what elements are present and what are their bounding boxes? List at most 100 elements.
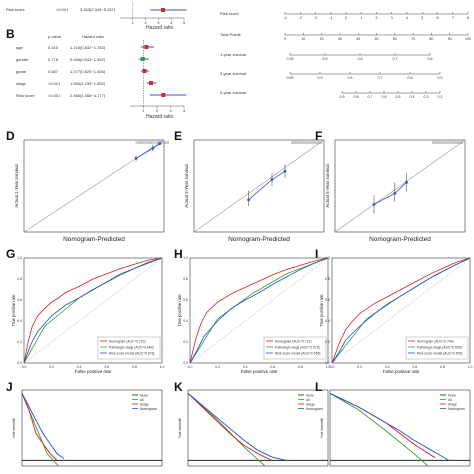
forest-b-row-hr: 1.218(0.832~1.783) [70,45,106,50]
calibration-e-frame [193,139,325,233]
nomogram-tick-label: 0.8 [348,76,353,80]
roc-h-legend-label: Risk score model (AUC=0.656) [275,351,321,355]
dca-j-ylabel: Net benefit [11,417,16,437]
nomogram-tick-label: 50 [375,37,379,41]
nomogram-tick-label: 1 [360,16,362,20]
calibration-e-diagonal [193,139,325,233]
roc-g-xtick: 0.0 [22,365,27,369]
forest-top-tick-label: 2 [144,20,147,25]
dca-k-curve [187,393,287,461]
nomogram-tick-label: 4 [406,16,408,20]
dca-k-legend-label: None [306,393,314,397]
forest-b-row-variable: grade [16,69,27,74]
roc-i-xtick: 1.0 [468,365,473,369]
forest-top-xlabel: Hazard ratio [146,25,174,31]
dca-k-curve [187,393,273,461]
nomogram-tick-label: 0.9 [323,57,328,61]
forest-b-point [142,69,147,73]
dca-l-legend-label: Stage [448,402,457,406]
roc-h-ytick: 0.6 [183,298,188,302]
roc-g-xlabel: False positive rate [75,369,112,374]
roc-g-xtick: 0.2 [49,365,54,369]
nomogram-tick-label: 80 [429,37,433,41]
roc-h-xtick: 0.2 [215,365,220,369]
nomogram-row-label: 1-year survival [220,52,247,57]
forest-b-row-p: 0.587 [48,69,59,74]
calibration-f-point [405,180,408,184]
dca-j-legend-label: Stage [140,402,149,406]
nomogram-tick-label: 0.99 [287,76,294,80]
forest-top-hazard-ratio: 3.363(2.349~5.197) [80,7,116,12]
roc-i-legend-label: Nomogram (AUC=0.708) [417,339,454,343]
roc-g-ytick: 0.0 [17,361,22,365]
nomogram-tick-label: 0.7 [368,95,373,99]
nomogram-tick-label: 100 [465,37,471,41]
roc-i-ytick: 0.6 [325,298,330,302]
roc-h-frame [189,257,329,364]
roc-i-xlabel: False positive rate [383,369,420,374]
calibration-d-line [135,143,161,159]
forest-b-row-variable: gender [16,57,29,62]
roc-i-ytick: 0.2 [325,340,330,344]
forest-b-row-hr: 1.077(0.825~1.406) [70,69,106,74]
nomogram-tick-label: 0.7 [378,76,383,80]
dca-l-curve [329,392,429,467]
calibration-d-point [158,142,162,146]
nomogram-tick-label: 6 [437,16,439,20]
roc-h-xtick: 1.0 [326,365,331,369]
roc-g-legend-label: Pathologic stage (AUC=0.664) [109,345,154,349]
roc-g-xtick: 1.0 [160,365,165,369]
roc-g-ytick: 0.4 [17,319,22,323]
dca-l-curve [329,392,436,459]
roc-h-xtick: 0.0 [188,365,193,369]
nomogram-tick-label: -3 [299,16,302,20]
forest-b-row-hr: 0.946(0.643~1.392) [70,57,106,62]
forest-b-row-p: 0.778 [48,57,59,62]
roc-h-curve [189,257,329,364]
nomogram-tick-label: 0 [345,16,347,20]
roc-g-frame [23,257,163,364]
dca-j-legend-label: Nomogram [140,407,157,411]
forest-b-tick-label: 3 [169,108,172,113]
nomogram-tick-label: 0.8 [358,57,363,61]
forest-b-point [149,81,154,85]
dca-k-legend-label: Stage [306,402,315,406]
roc-i-ytick: 0.4 [325,319,330,323]
forest-b-tick-label: 2 [156,108,159,113]
nomogram-tick-label: 0.5 [438,76,443,80]
calibration-e-xlabel: Nomogram-Predicted [228,236,290,243]
roc-g-ylabel: True positive rate [11,294,16,327]
panel-label-g: G [6,247,16,261]
roc-i-ytick: 0.0 [325,361,330,365]
roc-h-legend-label: Nomogram (AUC=0.721) [275,339,312,343]
calibration-d-point [151,146,155,150]
roc-i-xtick: 0.6 [412,365,417,369]
nomogram-tick-label: 7 [452,16,454,20]
nomogram-tick-label: 0.6 [408,76,413,80]
roc-i-legend-label: Risk score model (AUC=0.659) [417,351,463,355]
forest-b-row-p: <0.001 [48,81,61,86]
calibration-f-point [372,203,376,206]
roc-h-ytick: 1.0 [183,256,188,260]
nomogram-tick-label: 40 [356,37,360,41]
nomogram-row-label: Risk score [220,11,239,16]
forest-b-point [161,93,166,97]
roc-h-curve [189,257,329,364]
roc-g-ytick: 0.2 [17,340,22,344]
panel-label-l: L [315,380,323,394]
nomogram-tick-label: 0.2 [438,95,443,99]
nomogram-tick-label: 0.6 [382,95,387,99]
roc-i-curve [331,257,471,364]
dca-l-legend-label: Nomogram [448,407,465,411]
panel-label-i: I [315,247,319,261]
calibration-f-point [393,191,397,195]
dca-j-curve [21,393,58,461]
dca-k-legend-label: All [306,398,310,402]
roc-h-xtick: 0.4 [243,365,248,369]
dca-l-ylabel: Net benefit [319,417,324,437]
nomogram-tick-label: 0.9 [340,95,345,99]
calibration-d-xlabel: Nomogram-Predicted [63,236,125,243]
nomogram-tick-label: 0 [284,37,286,41]
roc-i-xtick: 0.8 [440,365,445,369]
roc-g-ytick: 0.6 [17,298,22,302]
